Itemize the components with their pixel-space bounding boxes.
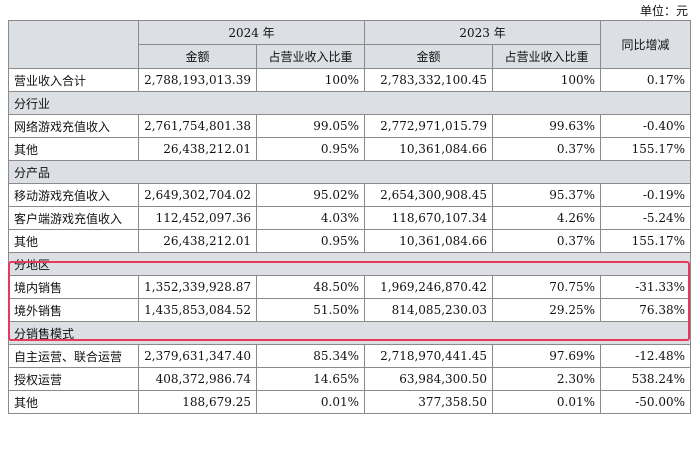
yoy-change: 76.38% xyxy=(600,298,692,322)
share-2023: 29.25% xyxy=(492,298,602,322)
table-row: 移动游戏充值收入 2,649,302,704.02 95.02% 2,654,300,… xyxy=(8,183,692,207)
share-2023: 0.37% xyxy=(492,137,602,161)
table-row: 境内销售 1,352,339,928.87 48.50% 1,969,246,870.… xyxy=(8,275,692,299)
amount-2023: 10,361,084.66 xyxy=(364,137,494,161)
row-label: 授权运营 xyxy=(8,367,139,391)
share-2024: 48.50% xyxy=(255,275,366,299)
yoy-change: 0.17% xyxy=(600,68,692,92)
section-row: 分行业 xyxy=(7,91,692,115)
revenue-table: 2024 年 2023 年 同比增减 金额 占营业收入比重 金额 占营业收入比重… xyxy=(7,20,692,414)
table-row: 客户端游戏充值收入 112,452,097.36 4.03% 118,670,107.… xyxy=(8,206,692,230)
share-2024: 95.02% xyxy=(255,183,366,207)
header-year-2023: 2023 年 xyxy=(364,20,602,45)
amount-2024: 112,452,097.36 xyxy=(138,206,257,230)
section-row: 分产品 xyxy=(7,160,692,184)
unit-label: 单位：元 xyxy=(639,4,688,18)
header-share-2023: 占营业收入比重 xyxy=(492,44,602,69)
table-row: 其他 26,438,212.01 0.95% 10,361,084.66 0.37% 15… xyxy=(8,137,692,161)
section-row: 分地区 xyxy=(7,252,692,276)
table-row: 授权运营 408,372,986.74 14.65% 63,984,300.50 2.3… xyxy=(8,367,692,391)
share-2023: 97.69% xyxy=(492,344,602,368)
row-label: 境外销售 xyxy=(8,298,139,322)
amount-2023: 2,654,300,908.45 xyxy=(364,183,494,207)
table-row: 境外销售 1,435,853,084.52 51.50% 814,085,230.03… xyxy=(8,298,692,322)
share-2024: 0.95% xyxy=(255,137,366,161)
share-2024: 85.34% xyxy=(255,344,366,368)
yoy-change: 155.17% xyxy=(600,229,692,253)
share-2024: 99.05% xyxy=(255,114,366,138)
yoy-change: -0.40% xyxy=(600,114,692,138)
row-label: 其他 xyxy=(8,390,139,414)
yoy-change: 538.24% xyxy=(600,367,692,391)
share-2024: 4.03% xyxy=(255,206,366,230)
share-2023: 0.01% xyxy=(492,390,602,414)
row-label: 自主运营、联合运营 xyxy=(8,344,139,368)
amount-2023: 814,085,230.03 xyxy=(364,298,494,322)
amount-2023: 118,670,107.34 xyxy=(364,206,494,230)
row-label: 营业收入合计 xyxy=(8,68,139,92)
yoy-change: -0.19% xyxy=(600,183,692,207)
row-label: 其他 xyxy=(8,229,139,253)
share-2023: 0.37% xyxy=(492,229,602,253)
share-2024: 51.50% xyxy=(255,298,366,322)
amount-2024: 188,679.25 xyxy=(138,390,257,414)
row-label: 移动游戏充值收入 xyxy=(8,183,139,207)
amount-2024: 408,372,986.74 xyxy=(138,367,257,391)
share-2023: 100% xyxy=(492,68,602,92)
total-row: 营业收入合计 2,788,193,013.39 100% 2,783,332,1… xyxy=(8,68,692,92)
share-2023: 99.63% xyxy=(492,114,602,138)
header-year-2024: 2024 年 xyxy=(137,20,366,45)
table-body: 营业收入合计 2,788,193,013.39 100% 2,783,332,1… xyxy=(7,68,692,414)
header-amount-2024: 金额 xyxy=(138,44,257,69)
table-row: 其他 188,679.25 0.01% 377,358.50 0.01% -50.00% xyxy=(8,390,692,414)
share-2023: 70.75% xyxy=(492,275,602,299)
amount-2023: 2,783,332,100.45 xyxy=(364,68,494,92)
header-yoy: 同比增减 xyxy=(600,20,692,69)
amount-2023: 2,772,971,015.79 xyxy=(364,114,494,138)
amount-2024: 26,438,212.01 xyxy=(138,229,257,253)
share-2023: 4.26% xyxy=(492,206,602,230)
share-2023: 95.37% xyxy=(492,183,602,207)
share-2024: 14.65% xyxy=(255,367,366,391)
share-2024: 0.95% xyxy=(255,229,366,253)
table-row: 其他 26,438,212.01 0.95% 10,361,084.66 0.37% 15… xyxy=(8,229,692,253)
amount-2024: 1,435,853,084.52 xyxy=(138,298,257,322)
amount-2024: 2,649,302,704.02 xyxy=(138,183,257,207)
amount-2023: 10,361,084.66 xyxy=(364,229,494,253)
section-title: 分销售模式 xyxy=(7,321,692,345)
table-row: 自主运营、联合运营 2,379,631,347.40 85.34% 2,718,970… xyxy=(8,344,692,368)
share-2023: 2.30% xyxy=(492,367,602,391)
section-title: 分行业 xyxy=(7,91,692,115)
amount-2023: 377,358.50 xyxy=(364,390,494,414)
amount-2024: 2,788,193,013.39 xyxy=(138,68,257,92)
yoy-change: 155.17% xyxy=(600,137,692,161)
yoy-change: -50.00% xyxy=(600,390,692,414)
table-row: 网络游戏充值收入 2,761,754,801.38 99.05% 2,772,971,… xyxy=(8,114,692,138)
row-label: 其他 xyxy=(8,137,139,161)
row-label: 客户端游戏充值收入 xyxy=(8,206,139,230)
amount-2024: 1,352,339,928.87 xyxy=(138,275,257,299)
row-label: 境内销售 xyxy=(8,275,139,299)
section-row: 分销售模式 xyxy=(7,321,692,345)
amount-2024: 26,438,212.01 xyxy=(138,137,257,161)
corner-header-cell xyxy=(8,20,139,69)
amount-2023: 2,718,970,441.45 xyxy=(364,344,494,368)
row-label: 网络游戏充值收入 xyxy=(8,114,139,138)
yoy-change: -31.33% xyxy=(600,275,692,299)
yoy-change: -12.48% xyxy=(600,344,692,368)
amount-2024: 2,379,631,347.40 xyxy=(138,344,257,368)
amount-2024: 2,761,754,801.38 xyxy=(138,114,257,138)
header-share-2024: 占营业收入比重 xyxy=(255,44,366,69)
amount-2023: 63,984,300.50 xyxy=(364,367,494,391)
share-2024: 100% xyxy=(255,68,366,92)
yoy-change: -5.24% xyxy=(600,206,692,230)
section-title: 分产品 xyxy=(7,160,692,184)
share-2024: 0.01% xyxy=(255,390,366,414)
amount-2023: 1,969,246,870.42 xyxy=(364,275,494,299)
section-title: 分地区 xyxy=(7,252,692,276)
header-amount-2023: 金额 xyxy=(364,44,494,69)
